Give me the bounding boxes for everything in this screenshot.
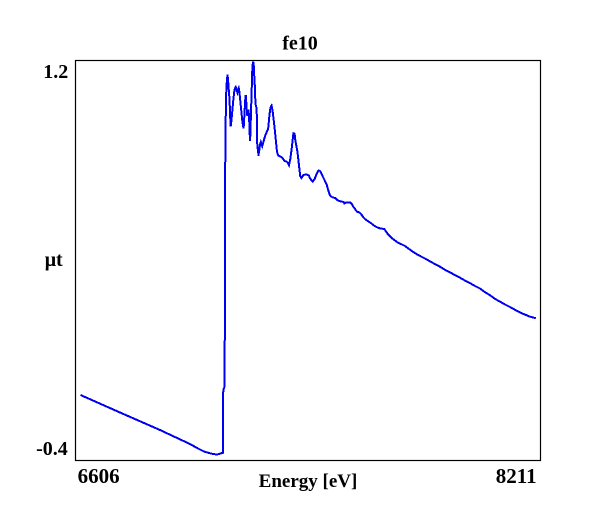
svg-text:fe10: fe10 xyxy=(282,33,318,55)
svg-text:6606: 6606 xyxy=(78,464,120,488)
svg-text:8211: 8211 xyxy=(496,464,537,488)
svg-text:μt: μt xyxy=(45,249,63,271)
svg-text:Energy [eV]: Energy [eV] xyxy=(259,471,358,492)
svg-text:-0.4: -0.4 xyxy=(36,438,68,460)
svg-text:1.2: 1.2 xyxy=(43,61,68,83)
